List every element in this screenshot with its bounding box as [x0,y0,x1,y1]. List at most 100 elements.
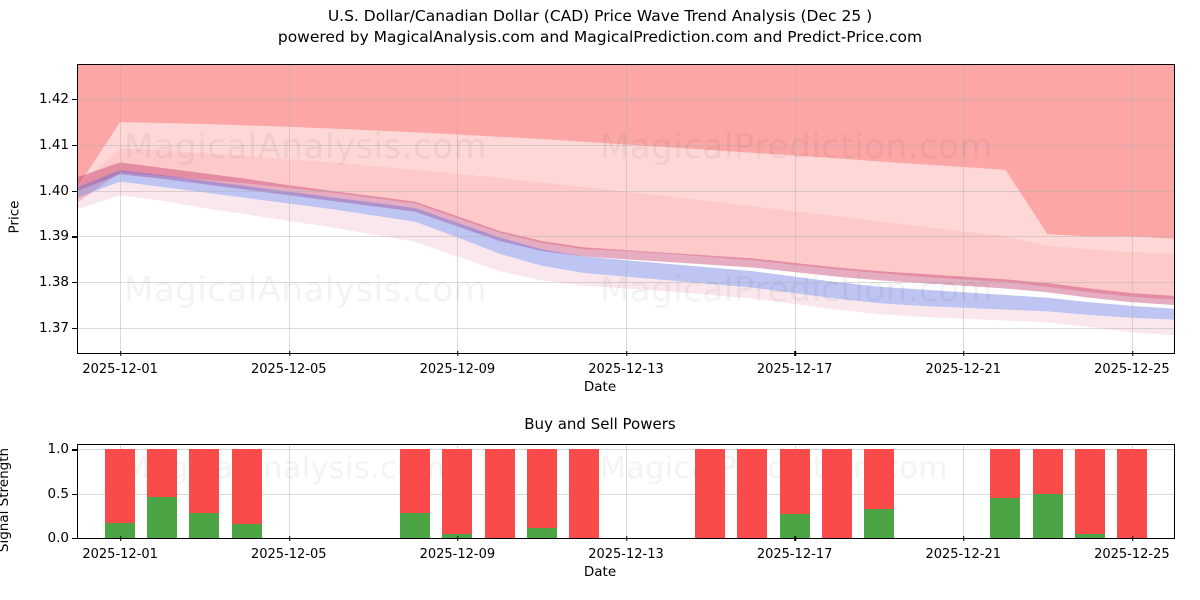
x-tick-label: 2025-12-05 [250,351,327,377]
buy-power-segment [863,508,894,538]
signal-bar[interactable] [695,449,726,538]
buy-power-segment [1074,534,1105,538]
wave-band [78,162,1174,305]
signal-bar[interactable] [1032,449,1063,538]
sell-power-segment [568,449,599,538]
sell-power-segment [821,449,852,538]
y-tick-label: 1.39 [38,228,78,245]
figure-title-line-1: U.S. Dollar/Canadian Dollar (CAD) Price … [327,7,873,25]
signal-bar[interactable] [990,449,1021,538]
x-tick-label: 2025-12-05 [250,536,327,562]
wave-band [78,170,1174,320]
watermark-prediction-3: MagicalPrediction.com [600,451,948,486]
y-tick-label: 0.5 [47,485,78,502]
signal-bar[interactable] [1074,449,1105,538]
y-tick-label: 1.42 [38,91,78,108]
sell-power-segment [1074,449,1105,538]
x-tick-label: 2025-12-13 [588,351,664,377]
price-chart-plot-area: MagicalAnalysis.com MagicalPrediction.co… [39,64,1175,377]
x-tick-label: 2025-12-01 [82,536,158,562]
gridline-vertical [1131,65,1133,353]
gridline-vertical [120,65,122,353]
buy-power-segment [231,523,262,538]
buy-power-segment [105,522,136,538]
gridline-horizontal [78,99,1174,101]
signal-bar[interactable] [863,449,894,538]
gridline-vertical [457,65,459,353]
buy-power-segment [526,528,557,538]
figure-title: U.S. Dollar/Canadian Dollar (CAD) Price … [0,6,1200,48]
gridline-vertical [626,445,627,538]
wave-band [78,65,1174,254]
y-tick-label: 1.40 [38,182,78,199]
signal-bar[interactable] [231,449,262,538]
signal-chart-x-axis-title: Date [583,564,617,580]
x-tick-label: 2025-12-25 [1094,536,1170,562]
figure-title-line-2: powered by MagicalAnalysis.com and Magic… [277,28,923,46]
sell-power-segment [695,449,726,538]
signal-bar[interactable] [105,449,136,538]
gridline-vertical [963,445,965,538]
signal-chart-title: Buy and Sell Powers [524,415,676,433]
x-tick-label: 2025-12-09 [419,351,496,377]
signal-bar[interactable] [568,449,599,538]
price-chart-clip: MagicalAnalysis.com MagicalPrediction.co… [78,65,1174,353]
x-tick-label: 2025-12-13 [588,536,664,562]
buy-power-segment [779,514,810,538]
gridline-vertical [288,65,290,353]
gridline-horizontal [78,190,1174,192]
sell-power-segment [231,449,262,538]
buy-power-segment [147,497,178,538]
x-tick-label: 2025-12-21 [925,536,1001,562]
y-tick-label: 1.0 [47,441,78,458]
signal-bar[interactable] [821,449,852,538]
gridline-vertical [963,65,965,353]
gridline-horizontal [78,145,1174,146]
signal-bar[interactable] [737,449,768,538]
y-tick-label: 0.0 [47,530,78,546]
price-chart-x-axis-title: Date [583,379,617,395]
price-wave-bands [78,65,1174,336]
x-tick-label: 2025-12-25 [1094,351,1170,377]
signal-bar[interactable] [442,449,473,538]
gridline-vertical [794,65,796,353]
sell-power-segment [484,449,515,538]
buy-power-segment [189,513,220,538]
price-chart-y-axis-title: Price [6,200,23,234]
signal-bar[interactable] [400,449,431,538]
signal-chart-plot-area: MagicalAnalysis.com MagicalPrediction.co… [48,441,1175,562]
sell-power-segment [442,449,473,538]
buy-power-segment [1032,493,1063,538]
signal-bar[interactable] [526,449,557,538]
sell-power-segment [1116,449,1147,538]
x-tick-label: 2025-12-21 [925,351,1001,377]
signal-chart-y-axis-title: Signal Strength [0,447,13,553]
x-tick-label: 2025-12-01 [82,351,158,377]
signal-bar[interactable] [1116,449,1147,538]
y-tick-label: 1.37 [38,319,78,336]
wave-band [78,181,1174,336]
sell-power-segment [526,449,557,538]
signal-bar[interactable] [484,449,515,538]
signal-bar[interactable] [189,449,220,538]
y-tick-label: 1.41 [38,137,78,153]
gridline-horizontal [78,493,1174,495]
gridline-vertical [288,445,290,538]
y-tick-label: 1.38 [38,274,78,291]
buy-power-segment [400,513,431,538]
buy-power-segment [990,498,1021,538]
gridline-horizontal [78,282,1174,284]
gridline-horizontal [78,236,1174,238]
signal-bar[interactable] [147,449,178,538]
gridline-horizontal [78,449,1174,451]
x-tick-label: 2025-12-17 [756,536,833,562]
signal-bar[interactable] [779,449,810,538]
sell-power-segment [737,449,768,538]
gridline-vertical [626,65,627,353]
wave-band [78,65,1174,239]
signal-chart-clip: MagicalAnalysis.com MagicalPrediction.co… [78,445,1174,538]
x-tick-label: 2025-12-17 [756,351,833,377]
gridline-horizontal [78,327,1174,329]
wave-band [78,148,1174,300]
